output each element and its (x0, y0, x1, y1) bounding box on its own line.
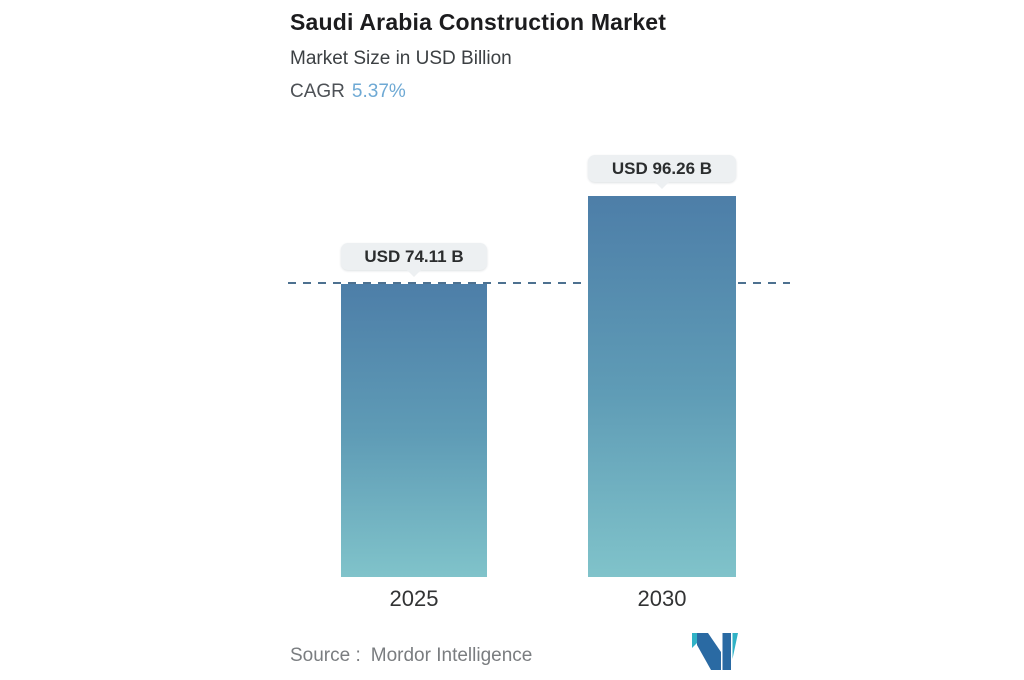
source-label: Source : (290, 645, 361, 666)
tooltip-pointer-icon (407, 270, 421, 277)
cagr-line: CAGR 5.37% (290, 80, 406, 104)
value-tooltip-2025: USD 74.11 B (341, 243, 487, 277)
source-value: Mordor Intelligence (370, 645, 533, 666)
cagr-value: 5.37% (351, 81, 406, 102)
bar-group-2025: USD 74.11 B 2025 (341, 0, 487, 680)
tooltip-pointer-icon (655, 182, 669, 189)
source-text: Source : Mordor Intelligence (290, 644, 532, 668)
chart-subtitle: Market Size in USD Billion (290, 48, 512, 69)
bar-2025 (341, 284, 487, 577)
bar-group-2030: USD 96.26 B 2030 (588, 0, 736, 680)
chart-title: Saudi Arabia Construction Market (290, 9, 667, 35)
x-axis-label-2025: 2025 (389, 586, 439, 611)
bar-2030 (588, 196, 736, 577)
value-tooltip-2030: USD 96.26 B (588, 155, 736, 189)
value-label-2025: USD 74.11 B (364, 246, 464, 266)
mordor-intelligence-logo-icon (692, 633, 738, 670)
reference-dashed-line (288, 282, 790, 284)
x-axis-label-2030: 2030 (637, 586, 687, 611)
cagr-label: CAGR (290, 81, 345, 102)
value-label-2030: USD 96.26 B (611, 158, 713, 178)
